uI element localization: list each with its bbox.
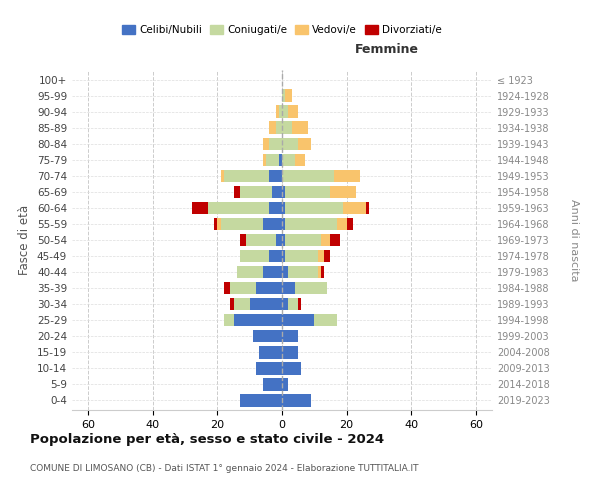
Bar xyxy=(282,330,298,342)
Bar xyxy=(250,298,282,310)
Bar xyxy=(282,362,301,374)
Bar xyxy=(282,170,334,182)
Bar xyxy=(282,218,285,230)
Bar xyxy=(263,266,282,278)
Text: Popolazione per età, sesso e stato civile - 2024: Popolazione per età, sesso e stato civil… xyxy=(30,432,384,446)
Bar xyxy=(240,394,282,406)
Bar xyxy=(256,282,282,294)
Bar xyxy=(285,202,343,214)
Bar xyxy=(263,378,282,390)
Bar xyxy=(269,202,282,214)
Bar xyxy=(253,330,282,342)
Bar xyxy=(269,138,282,150)
Bar xyxy=(282,394,311,406)
Bar xyxy=(295,282,327,294)
Bar xyxy=(317,266,321,278)
Bar xyxy=(334,170,359,182)
Legend: Celibi/Nubili, Coniugati/e, Vedovi/e, Divorziati/e: Celibi/Nubili, Coniugati/e, Vedovi/e, Di… xyxy=(118,21,446,39)
Bar xyxy=(324,250,331,262)
Bar xyxy=(282,250,285,262)
Bar xyxy=(298,138,311,150)
Bar xyxy=(208,202,269,214)
Bar xyxy=(240,186,272,198)
Bar xyxy=(289,106,298,118)
Bar xyxy=(321,266,324,278)
Bar xyxy=(240,234,247,246)
Bar xyxy=(224,314,233,326)
Bar xyxy=(221,218,263,230)
Bar xyxy=(233,314,282,326)
Bar xyxy=(282,346,298,358)
Bar xyxy=(275,122,282,134)
Bar xyxy=(317,250,324,262)
Bar xyxy=(282,234,285,246)
Bar xyxy=(237,266,263,278)
Bar xyxy=(230,282,256,294)
Bar xyxy=(282,138,298,150)
Bar xyxy=(279,154,282,166)
Bar xyxy=(337,218,347,230)
Bar xyxy=(240,250,269,262)
Bar xyxy=(263,138,269,150)
Bar xyxy=(230,298,233,310)
Bar xyxy=(298,298,301,310)
Y-axis label: Anni di nascita: Anni di nascita xyxy=(569,198,579,281)
Bar xyxy=(233,186,240,198)
Bar xyxy=(366,202,369,214)
Bar xyxy=(269,122,275,134)
Bar xyxy=(272,186,282,198)
Bar xyxy=(285,90,292,102)
Bar xyxy=(282,298,289,310)
Bar xyxy=(224,282,230,294)
Bar xyxy=(289,298,298,310)
Bar xyxy=(347,218,353,230)
Bar xyxy=(282,186,285,198)
Bar xyxy=(285,250,317,262)
Bar xyxy=(331,234,340,246)
Bar xyxy=(269,170,282,182)
Bar xyxy=(289,266,317,278)
Bar xyxy=(217,218,221,230)
Bar xyxy=(266,154,279,166)
Bar xyxy=(282,282,295,294)
Bar xyxy=(331,186,356,198)
Bar xyxy=(275,106,279,118)
Y-axis label: Fasce di età: Fasce di età xyxy=(19,205,31,275)
Bar xyxy=(282,314,314,326)
Bar xyxy=(314,314,337,326)
Bar xyxy=(282,122,292,134)
Bar xyxy=(263,218,282,230)
Bar xyxy=(343,202,366,214)
Bar xyxy=(285,234,321,246)
Bar xyxy=(263,154,266,166)
Bar xyxy=(221,170,224,182)
Bar xyxy=(214,218,217,230)
Bar xyxy=(247,234,275,246)
Bar xyxy=(282,90,285,102)
Bar xyxy=(285,218,337,230)
Bar xyxy=(279,106,282,118)
Bar xyxy=(269,250,282,262)
Bar xyxy=(275,234,282,246)
Bar xyxy=(282,106,289,118)
Bar xyxy=(259,346,282,358)
Bar xyxy=(295,154,305,166)
Bar xyxy=(282,202,285,214)
Bar xyxy=(321,234,331,246)
Bar xyxy=(282,154,295,166)
Text: Femmine: Femmine xyxy=(355,44,419,57)
Text: COMUNE DI LIMOSANO (CB) - Dati ISTAT 1° gennaio 2024 - Elaborazione TUTTITALIA.I: COMUNE DI LIMOSANO (CB) - Dati ISTAT 1° … xyxy=(30,464,419,473)
Bar xyxy=(224,170,269,182)
Bar xyxy=(292,122,308,134)
Bar xyxy=(233,298,250,310)
Bar xyxy=(285,186,331,198)
Bar xyxy=(191,202,208,214)
Bar xyxy=(282,378,289,390)
Bar xyxy=(282,266,289,278)
Bar xyxy=(256,362,282,374)
